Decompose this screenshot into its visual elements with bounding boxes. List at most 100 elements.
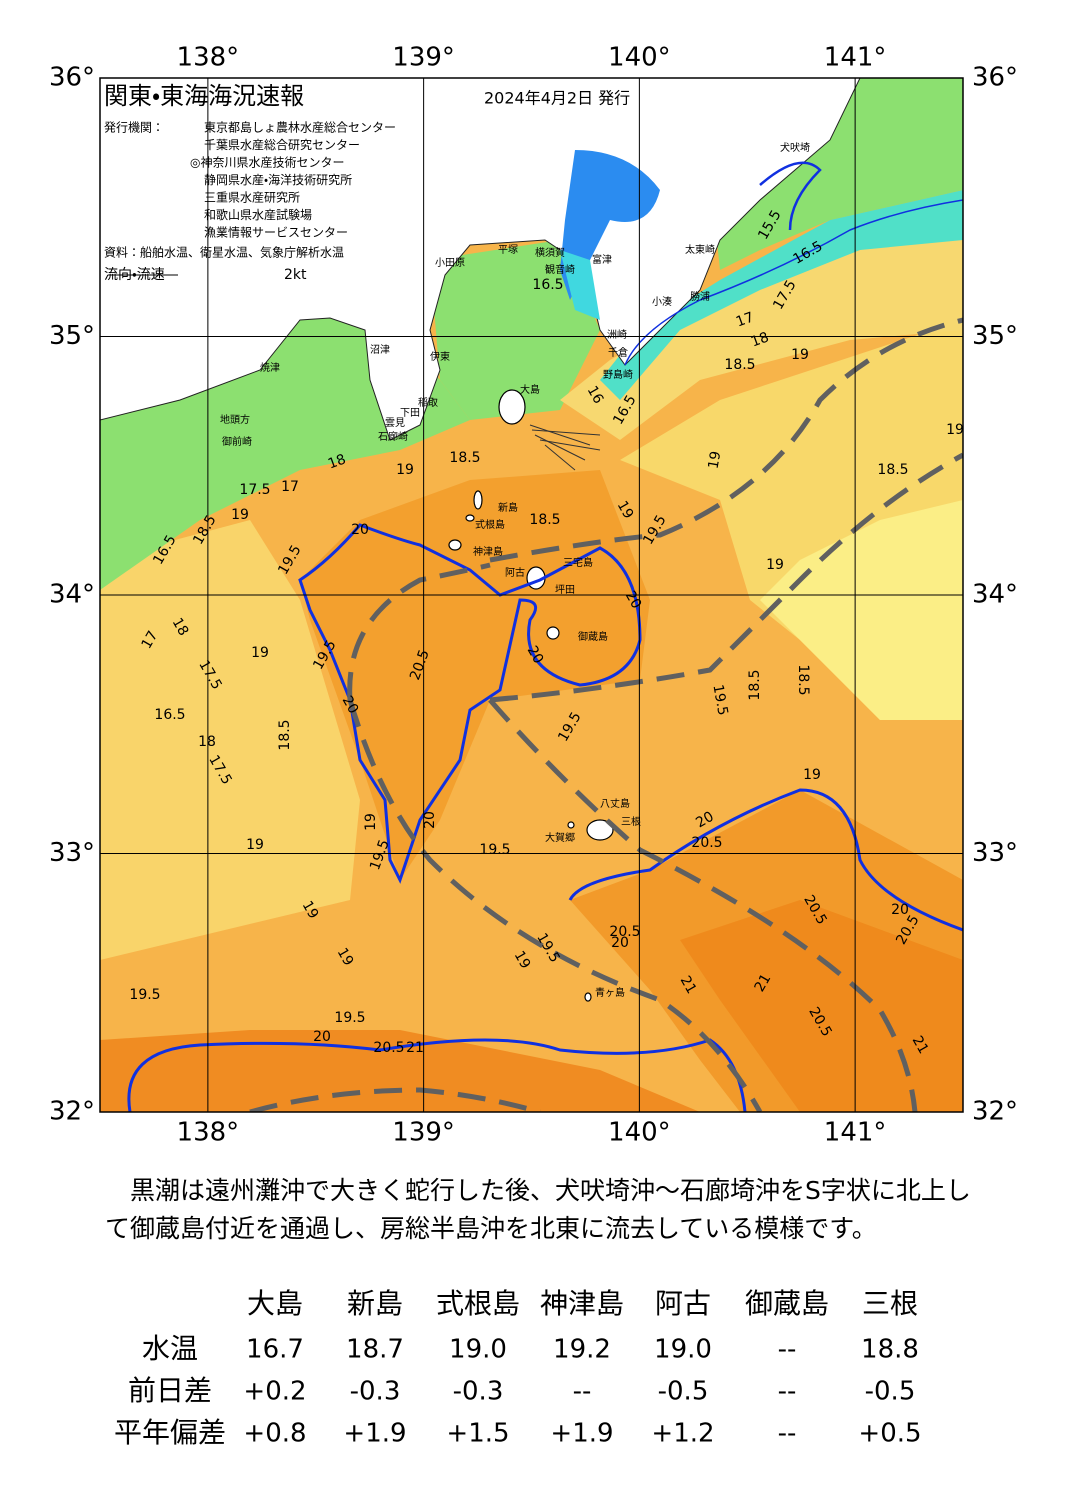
cell: +1.2 xyxy=(651,1419,714,1449)
contour-label: 18.5 xyxy=(277,719,293,750)
issuer: 東京都島しょ農林水産総合センター xyxy=(204,120,396,135)
place-label: 坪田 xyxy=(555,583,575,596)
place-label: 焼津 xyxy=(260,362,280,374)
place-label: 雲見 xyxy=(385,417,405,429)
contour-label: 20 xyxy=(351,522,369,538)
map-layers xyxy=(100,78,963,1112)
contour-label: 18.5 xyxy=(529,512,560,528)
contour-label: 21 xyxy=(752,971,775,994)
contour-label: 20 xyxy=(524,643,547,666)
contour-label: 19 xyxy=(231,507,249,523)
lat-label: 32° xyxy=(972,1097,1018,1127)
contour-label: 18 xyxy=(169,615,192,638)
flow-scale: 2kt xyxy=(284,267,307,283)
contour-label: 19 xyxy=(766,557,784,573)
cell: -0.3 xyxy=(350,1377,401,1407)
column-header: 三根 xyxy=(862,1287,918,1320)
contour-label: 20 xyxy=(313,1029,331,1045)
warm-core xyxy=(680,900,963,1112)
contour-label: 20.5 xyxy=(609,924,640,940)
lat-label: 35° xyxy=(972,321,1018,351)
cell: +1.9 xyxy=(550,1419,613,1449)
contour-line xyxy=(298,523,642,884)
row-label: 水温 xyxy=(142,1332,198,1365)
kuroshio-axis xyxy=(249,317,963,1112)
contour-label: 19 xyxy=(396,462,414,478)
cell: +0.8 xyxy=(243,1419,306,1449)
lat-label: 33° xyxy=(972,838,1018,868)
contour-label: 17 xyxy=(281,479,299,495)
place-label: 式根島 xyxy=(475,518,505,531)
contour-label: 16.5 xyxy=(154,707,185,723)
column-header: 御蔵島 xyxy=(745,1287,829,1320)
place-label: 小田原 xyxy=(435,257,465,269)
place-label: 三根 xyxy=(621,815,641,828)
contour-label: 20 xyxy=(622,588,645,611)
contour-label: 19 xyxy=(246,837,264,853)
contour-label: 18.5 xyxy=(724,357,755,373)
data-source: 資料：船舶水温、衛星水温、気象庁解析水温 xyxy=(104,245,344,260)
contour-line xyxy=(624,199,963,366)
contour-label: 20 xyxy=(339,693,362,716)
island xyxy=(498,389,526,425)
contour-label: 19.5 xyxy=(334,1010,365,1026)
cell: -0.5 xyxy=(865,1377,916,1407)
place-label: 沼津 xyxy=(370,343,390,356)
lat-label: 36° xyxy=(972,63,1018,93)
place-label: 大島 xyxy=(520,383,540,396)
cool-area xyxy=(430,240,600,420)
column-header: 大島 xyxy=(247,1287,303,1320)
cell: 19.0 xyxy=(449,1335,507,1365)
place-label: 三宅島 xyxy=(563,556,593,569)
warm-area xyxy=(100,520,360,960)
contour-label: 16.5 xyxy=(532,277,563,293)
place-label: 平塚 xyxy=(498,244,518,256)
island xyxy=(473,490,483,510)
contour-label: 18 xyxy=(198,734,216,750)
cold-area xyxy=(600,190,963,400)
flow-label: 流向・流速 xyxy=(104,267,165,283)
cell: -- xyxy=(573,1377,592,1407)
place-label: 青ヶ島 xyxy=(595,986,625,999)
contour-label: 18.5 xyxy=(877,462,908,478)
island xyxy=(448,539,462,551)
island xyxy=(465,514,475,522)
place-label: 稲取 xyxy=(418,397,438,409)
contour-label: 20 xyxy=(693,809,716,832)
lon-label: 141° xyxy=(824,43,887,73)
contour-label: 19 xyxy=(511,948,534,971)
cell: -0.5 xyxy=(658,1377,709,1407)
lon-label: 138° xyxy=(177,1118,240,1148)
lon-label: 139° xyxy=(392,43,455,73)
row-label: 前日差 xyxy=(128,1374,212,1407)
contour-label: 20 xyxy=(611,935,629,951)
island xyxy=(567,821,575,829)
contour-label: 19 xyxy=(791,347,809,363)
issuer-label: 発行機関： xyxy=(104,121,164,135)
place-label: 御蔵島 xyxy=(578,630,608,643)
cell: 16.7 xyxy=(246,1335,304,1365)
pale-area xyxy=(760,500,963,720)
contour-label: 19 xyxy=(363,813,379,831)
place-label: 御前崎 xyxy=(222,435,252,448)
island xyxy=(584,992,592,1002)
issuer: 和歌山県水産試験場 xyxy=(204,207,312,222)
contour-label: 21 xyxy=(677,973,700,996)
contour-label: 19.5 xyxy=(129,987,160,1003)
cell: -- xyxy=(778,1419,797,1449)
warm-core xyxy=(300,470,650,880)
place-label: 千倉 xyxy=(608,347,628,359)
description: 黒潮は遠州灘沖で大きく蛇行した後、犬吠埼沖～石廊埼沖をS字状に北上して御蔵島付近… xyxy=(105,1176,971,1243)
contour-label: 20.5 xyxy=(373,1040,404,1056)
place-label: 下田 xyxy=(400,408,420,419)
contour-label: 17 xyxy=(139,628,162,651)
place-label: 勝浦 xyxy=(690,290,710,303)
column-header: 新島 xyxy=(347,1287,403,1320)
warm-core xyxy=(100,1030,700,1112)
contour-label: 18.5 xyxy=(795,664,811,695)
contour-label: 19 xyxy=(251,645,269,661)
bay xyxy=(560,250,600,320)
issuer: ◎神奈川県水産技術センター xyxy=(190,155,344,170)
cell: -- xyxy=(778,1335,797,1365)
